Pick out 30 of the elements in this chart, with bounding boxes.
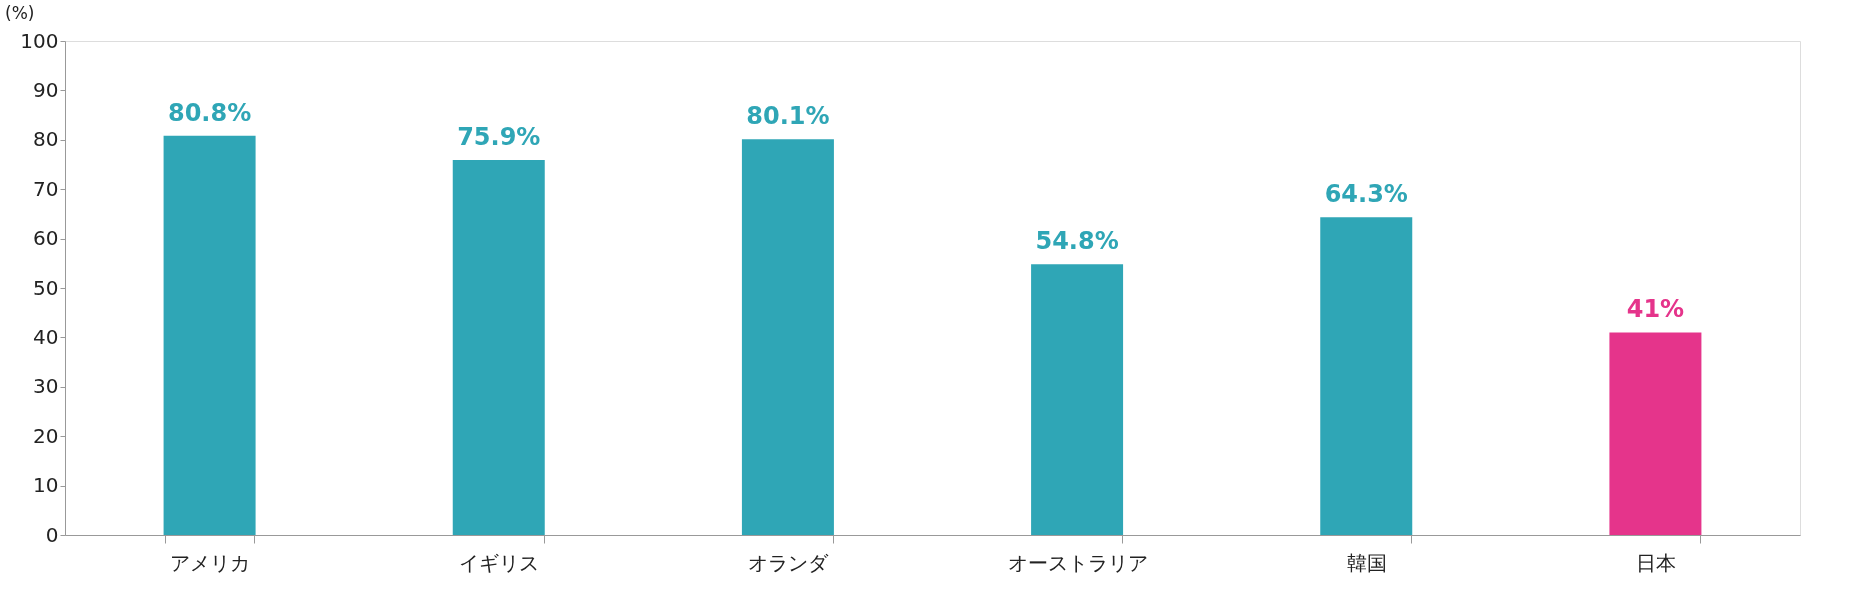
x-tick-label: 韓国 bbox=[1346, 550, 1387, 575]
y-tick-label: 50 bbox=[33, 275, 59, 300]
y-tick-label: 40 bbox=[33, 324, 59, 349]
data-label: 41% bbox=[1626, 295, 1685, 324]
bar bbox=[1031, 264, 1124, 535]
x-tick-label: 日本 bbox=[1635, 550, 1676, 575]
y-tick-label: 70 bbox=[33, 176, 59, 201]
bar bbox=[1609, 332, 1702, 535]
data-label: 80.1% bbox=[746, 102, 830, 131]
x-tick-label: オーストラリア bbox=[1007, 550, 1148, 575]
data-label: 75.9% bbox=[457, 123, 541, 152]
bar bbox=[163, 135, 256, 535]
y-tick-label: 30 bbox=[33, 374, 59, 399]
x-tick-label: イギリス bbox=[459, 550, 540, 575]
x-tick-label: アメリカ bbox=[170, 550, 251, 575]
y-axis-title: (%) bbox=[5, 3, 35, 23]
y-tick-label: 10 bbox=[33, 473, 59, 498]
y-tick-label: 0 bbox=[45, 522, 59, 547]
bar bbox=[1320, 217, 1413, 535]
data-label: 64.3% bbox=[1324, 180, 1408, 209]
bar bbox=[741, 139, 834, 535]
data-label: 54.8% bbox=[1035, 227, 1119, 256]
y-tick-label: 100 bbox=[20, 28, 59, 53]
bar bbox=[452, 160, 545, 535]
x-tick-label: オランダ bbox=[748, 550, 830, 575]
y-tick-label: 90 bbox=[33, 77, 59, 102]
data-label: 80.8% bbox=[167, 98, 252, 127]
y-tick-label: 80 bbox=[33, 127, 59, 152]
y-tick-label: 20 bbox=[33, 423, 59, 448]
y-tick-label: 60 bbox=[33, 226, 59, 251]
